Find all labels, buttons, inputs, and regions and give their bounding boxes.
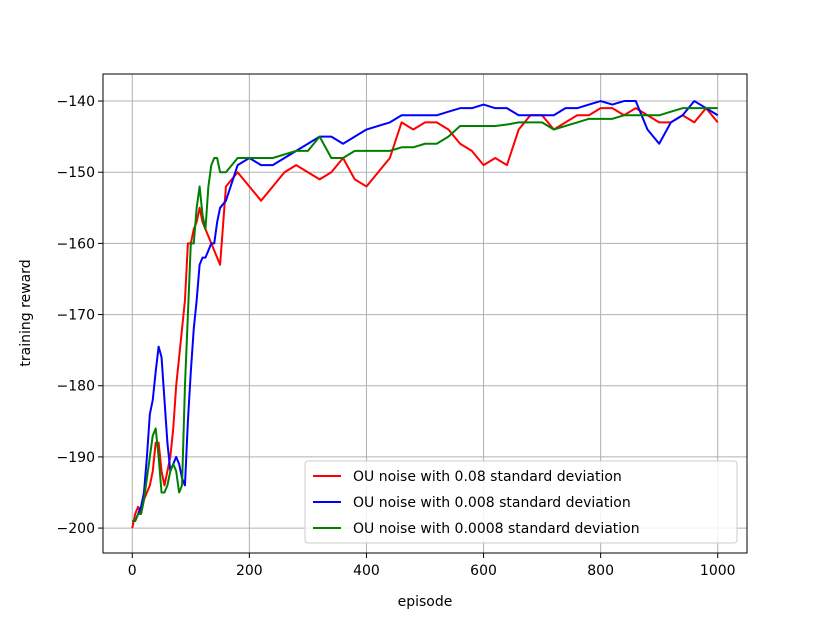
y-tick-label: −160 [57,236,95,252]
x-tick-label: 200 [236,563,263,579]
legend-label: OU noise with 0.008 standard deviation [353,495,631,511]
y-tick-label: −150 [57,165,95,181]
legend-label: OU noise with 0.08 standard deviation [353,469,622,485]
x-tick-label: 800 [587,563,614,579]
y-tick-label: −190 [57,450,95,466]
plot-frame [102,73,748,554]
x-tick-label: 400 [353,563,380,579]
x-tick-label: 600 [470,563,497,579]
series-line [131,107,719,529]
legend-box [304,460,738,544]
legend-label: OU noise with 0.0008 standard deviation [353,521,640,537]
y-tick-label: −140 [57,94,95,110]
series-line [132,107,718,522]
y-tick-label: −170 [57,308,95,324]
x-tick-label: 1000 [700,563,736,579]
x-tick-label: 0 [128,563,137,579]
y-axis-label: training reward [18,259,34,366]
x-axis-label: episode [398,594,453,610]
y-tick-label: −200 [57,521,95,537]
series-line [132,100,719,522]
y-tick-label: −180 [57,379,95,395]
